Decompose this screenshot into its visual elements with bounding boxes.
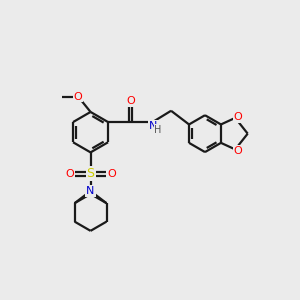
Text: N: N	[86, 186, 95, 196]
Text: O: O	[234, 112, 243, 122]
Text: N: N	[149, 121, 158, 131]
Text: O: O	[65, 169, 74, 179]
Text: O: O	[234, 146, 243, 156]
Text: O: O	[74, 92, 82, 101]
Text: O: O	[126, 96, 135, 106]
Text: S: S	[87, 167, 94, 180]
Text: O: O	[107, 169, 116, 179]
Text: H: H	[154, 125, 162, 135]
